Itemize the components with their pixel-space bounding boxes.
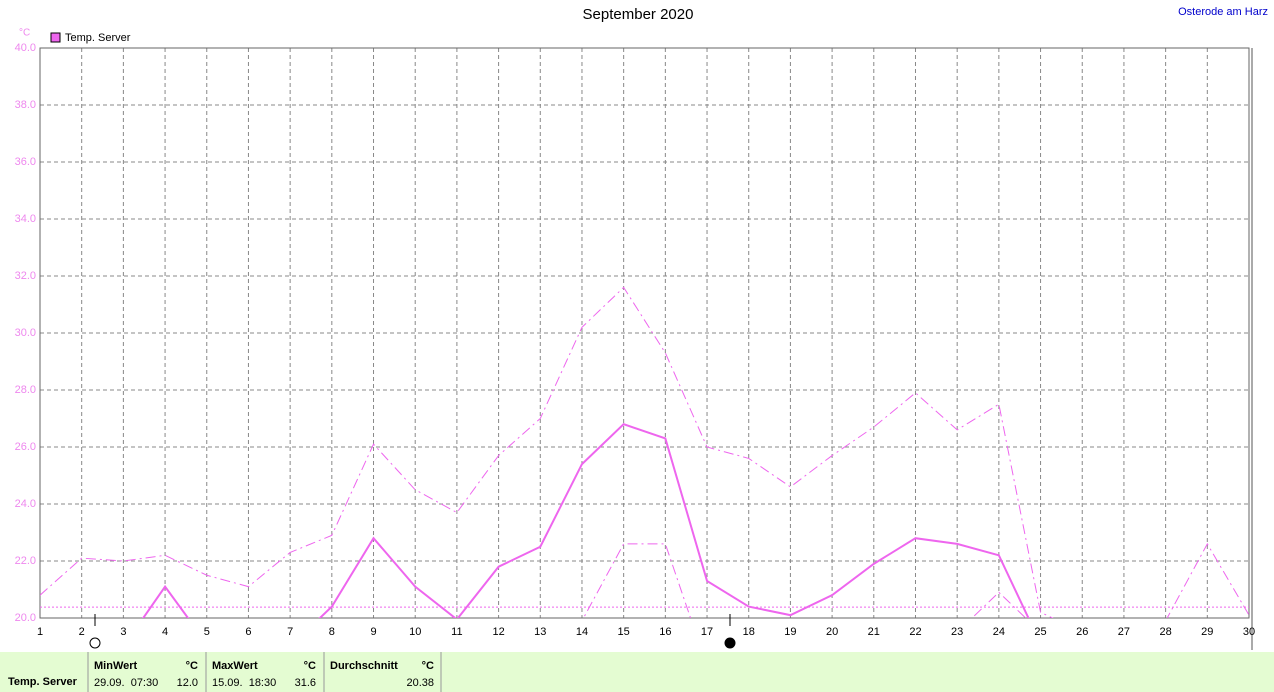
y-tick-label: 38.0 — [15, 99, 36, 111]
full-moon-icon — [89, 637, 101, 649]
x-tick-label: 10 — [409, 626, 421, 638]
x-tick-label: 19 — [784, 626, 796, 638]
x-tick-label: 2 — [79, 626, 85, 638]
stat-label: MaxWert — [212, 660, 258, 672]
x-tick-label: 5 — [204, 626, 210, 638]
x-tick-label: 15 — [618, 626, 630, 638]
plot-frame — [39, 47, 1250, 619]
stat-label: MinWert — [94, 660, 138, 672]
max-line — [40, 286, 1249, 618]
x-tick-label: 8 — [329, 626, 335, 638]
new-moon-icon — [724, 637, 736, 649]
x-tick-label: 12 — [492, 626, 504, 638]
x-tick-label: 13 — [534, 626, 546, 638]
x-tick-label: 18 — [743, 626, 755, 638]
x-tick-label: 11 — [451, 626, 462, 638]
x-tick-label: 23 — [951, 626, 963, 638]
chart-title: September 2020 — [583, 6, 694, 23]
x-tick-label: 21 — [868, 626, 880, 638]
y-tick-label: 20.0 — [15, 612, 36, 624]
x-tick-label: 17 — [701, 626, 713, 638]
x-tick-label: 28 — [1159, 626, 1171, 638]
x-tick-label: 16 — [659, 626, 671, 638]
x-tick-label: 1 — [37, 626, 43, 638]
stats-dividers — [87, 652, 442, 692]
y-tick-label: 32.0 — [15, 270, 36, 282]
y-tick-label: 40.0 — [15, 42, 36, 54]
x-tick-label: 4 — [162, 626, 168, 638]
location: Osterode am Harz — [1178, 6, 1268, 18]
stat-unit: °C — [186, 660, 198, 672]
y-tick-label: 28.0 — [15, 384, 36, 396]
legend-swatch — [50, 32, 61, 43]
stat-time: 29.09. 07:30 — [94, 677, 158, 689]
stat-unit: °C — [304, 660, 316, 672]
x-tick-label: 9 — [370, 626, 376, 638]
x-tick-label: 24 — [993, 626, 1005, 638]
x-tick-label: 26 — [1076, 626, 1088, 638]
x-tick-label: 6 — [245, 626, 251, 638]
y-tick-label: 24.0 — [15, 498, 36, 510]
x-tick-label: 20 — [826, 626, 838, 638]
x-tick-label: 22 — [909, 626, 921, 638]
x-tick-label: 25 — [1034, 626, 1046, 638]
y-tick-label: 26.0 — [15, 441, 36, 453]
y-tick-label: 30.0 — [15, 327, 36, 339]
x-tick-label: 30 — [1243, 626, 1255, 638]
stat-unit: °C — [422, 660, 434, 672]
stat-value: 31.6 — [295, 677, 316, 689]
stats-band — [0, 652, 1274, 692]
stats-row-label: Temp. Server — [8, 676, 78, 688]
stat-value: 20.38 — [406, 677, 434, 689]
y-unit: °C — [19, 28, 30, 39]
stat-label: Durchschnitt — [330, 660, 398, 672]
stat-time: 15.09. 18:30 — [212, 677, 276, 689]
series-line — [142, 423, 1030, 618]
x-tick-label: 3 — [120, 626, 126, 638]
x-tick-label: 29 — [1201, 626, 1213, 638]
x-tick-label: 14 — [576, 626, 588, 638]
y-tick-label: 34.0 — [15, 213, 36, 225]
x-tick-label: 7 — [287, 626, 293, 638]
legend-label: Temp. Server — [65, 32, 131, 44]
y-tick-label: 22.0 — [15, 555, 36, 567]
y-tick-label: 36.0 — [15, 156, 36, 168]
stat-value: 12.0 — [177, 677, 198, 689]
x-tick-label: 27 — [1118, 626, 1130, 638]
